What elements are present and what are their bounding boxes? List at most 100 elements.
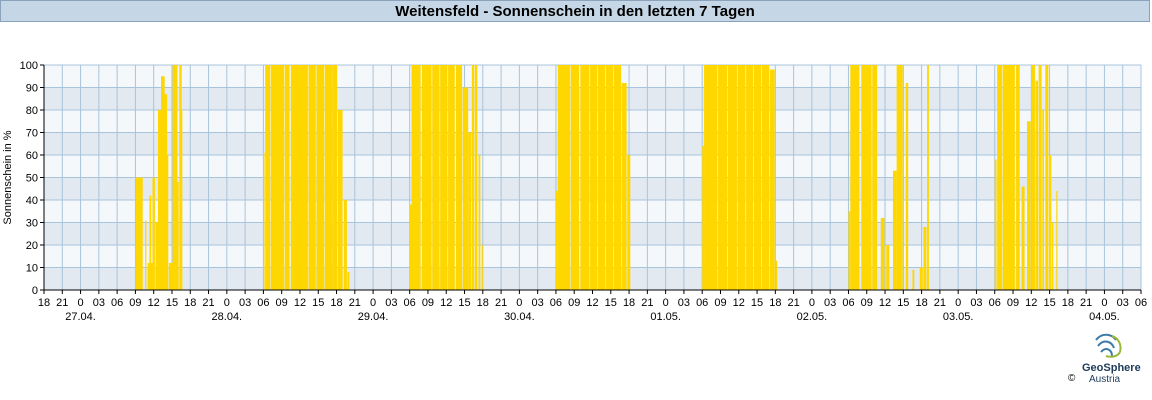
x-date-label: 01.05.: [650, 311, 681, 323]
sunshine-bar: [165, 155, 169, 290]
sunshine-bar: [850, 65, 860, 290]
sunshine-bar: [1038, 65, 1042, 290]
sunshine-bar: [316, 65, 325, 290]
y-axis-label: Sonnenschein in %: [2, 130, 14, 224]
sunshine-bar: [605, 65, 614, 290]
x-tick-label: 18: [38, 297, 50, 309]
sunshine-bar: [347, 272, 350, 290]
page-title: Weitensfeld - Sonnenschein in den letzte…: [395, 3, 755, 20]
sunshine-bar: [1056, 191, 1058, 290]
sunshine-bar: [263, 152, 265, 290]
sunshine-bar: [775, 260, 778, 290]
y-tick-label: 100: [20, 60, 38, 72]
sunshine-bar: [555, 191, 558, 290]
sunshine-bar: [927, 65, 929, 290]
sunshine-bar: [471, 65, 475, 290]
x-tick-label: 18: [184, 297, 196, 309]
sunshine-bar: [905, 83, 909, 290]
x-tick-label: 09: [1007, 297, 1019, 309]
sunshine-bar: [324, 65, 333, 290]
sunshine-bar: [468, 132, 472, 290]
sunshine-bar: [409, 204, 412, 290]
sunshine-bar: [704, 65, 718, 290]
x-date-label: 30.04.: [504, 311, 535, 323]
x-tick-label: 0: [809, 297, 815, 309]
sunshine-bar: [164, 94, 168, 290]
sunshine-bar: [179, 65, 182, 290]
y-tick-label: 20: [26, 240, 38, 252]
y-tick-label: 0: [32, 285, 38, 297]
x-tick-label: 03: [678, 297, 690, 309]
sunshine-bar: [861, 65, 872, 290]
sunshine-bar: [746, 65, 754, 290]
sunshine-bar: [1052, 222, 1054, 290]
x-tick-label: 18: [769, 297, 781, 309]
x-tick-label: 15: [1043, 297, 1055, 309]
x-tick-label: 15: [166, 297, 178, 309]
sunshine-bar: [168, 263, 176, 290]
x-tick-label: 0: [370, 297, 376, 309]
sunshine-bar: [1027, 121, 1031, 290]
x-tick-label: 09: [861, 297, 873, 309]
x-tick-label: 15: [751, 297, 763, 309]
x-date-label: 03.05.: [943, 311, 974, 323]
sunshine-bar: [308, 65, 316, 290]
x-tick-label: 03: [93, 297, 105, 309]
x-tick-label: 15: [605, 297, 617, 309]
x-tick-label: 03: [970, 297, 982, 309]
sunshine-bar: [462, 87, 469, 290]
sunshine-bar: [1048, 155, 1052, 290]
x-tick-label: 21: [56, 297, 68, 309]
sunshine-bar: [896, 65, 903, 290]
x-tick-label: 21: [202, 297, 214, 309]
y-tick-label: 40: [26, 195, 38, 207]
x-tick-label: 0: [78, 297, 84, 309]
sunshine-bar: [455, 65, 463, 290]
sunshine-bar: [1042, 110, 1045, 290]
sunshine-bar: [265, 65, 271, 290]
sunshine-bar: [627, 155, 631, 290]
x-tick-label: 18: [477, 297, 489, 309]
sunshine-bar: [448, 65, 455, 290]
x-tick-label: 12: [586, 297, 598, 309]
x-date-label: 02.05.: [797, 311, 828, 323]
sunshine-bar: [621, 83, 627, 290]
x-tick-label: 06: [404, 297, 416, 309]
sunshine-bar: [172, 65, 178, 290]
x-tick-label: 06: [257, 297, 269, 309]
sunshine-bar: [718, 65, 728, 290]
x-tick-label: 09: [714, 297, 726, 309]
y-tick-label: 80: [26, 105, 38, 117]
sunshine-bar: [1031, 65, 1035, 290]
sunshine-bar: [299, 65, 308, 290]
x-tick-label: 03: [239, 297, 251, 309]
sunshine-bar: [769, 69, 775, 290]
copyright-symbol: ©: [1068, 373, 1076, 384]
x-tick-label: 21: [1080, 297, 1092, 309]
sunshine-bar: [737, 65, 746, 290]
x-tick-label: 09: [129, 297, 141, 309]
sunshine-bar: [1021, 186, 1025, 290]
x-date-label: 04.05.: [1089, 311, 1120, 323]
x-tick-label: 0: [955, 297, 961, 309]
sunshine-bar: [421, 65, 432, 290]
x-tick-label: 06: [111, 297, 123, 309]
y-tick-label: 60: [26, 150, 38, 162]
sunshine-bar: [872, 65, 878, 290]
x-tick-label: 18: [915, 297, 927, 309]
sunshine-bar: [590, 65, 598, 290]
sunshine-bar: [343, 200, 347, 290]
x-tick-label: 12: [148, 297, 160, 309]
sunshine-bar: [332, 65, 338, 290]
x-tick-label: 0: [516, 297, 522, 309]
sunshine-bar: [176, 182, 179, 290]
x-tick-label: 21: [641, 297, 653, 309]
y-tick-label: 70: [26, 128, 38, 140]
x-tick-label: 21: [495, 297, 507, 309]
x-tick-label: 15: [897, 297, 909, 309]
sunshine-bar: [923, 227, 927, 290]
x-tick-label: 06: [696, 297, 708, 309]
y-tick-label: 90: [26, 83, 38, 95]
x-tick-label: 0: [224, 297, 230, 309]
x-tick-label: 03: [385, 297, 397, 309]
